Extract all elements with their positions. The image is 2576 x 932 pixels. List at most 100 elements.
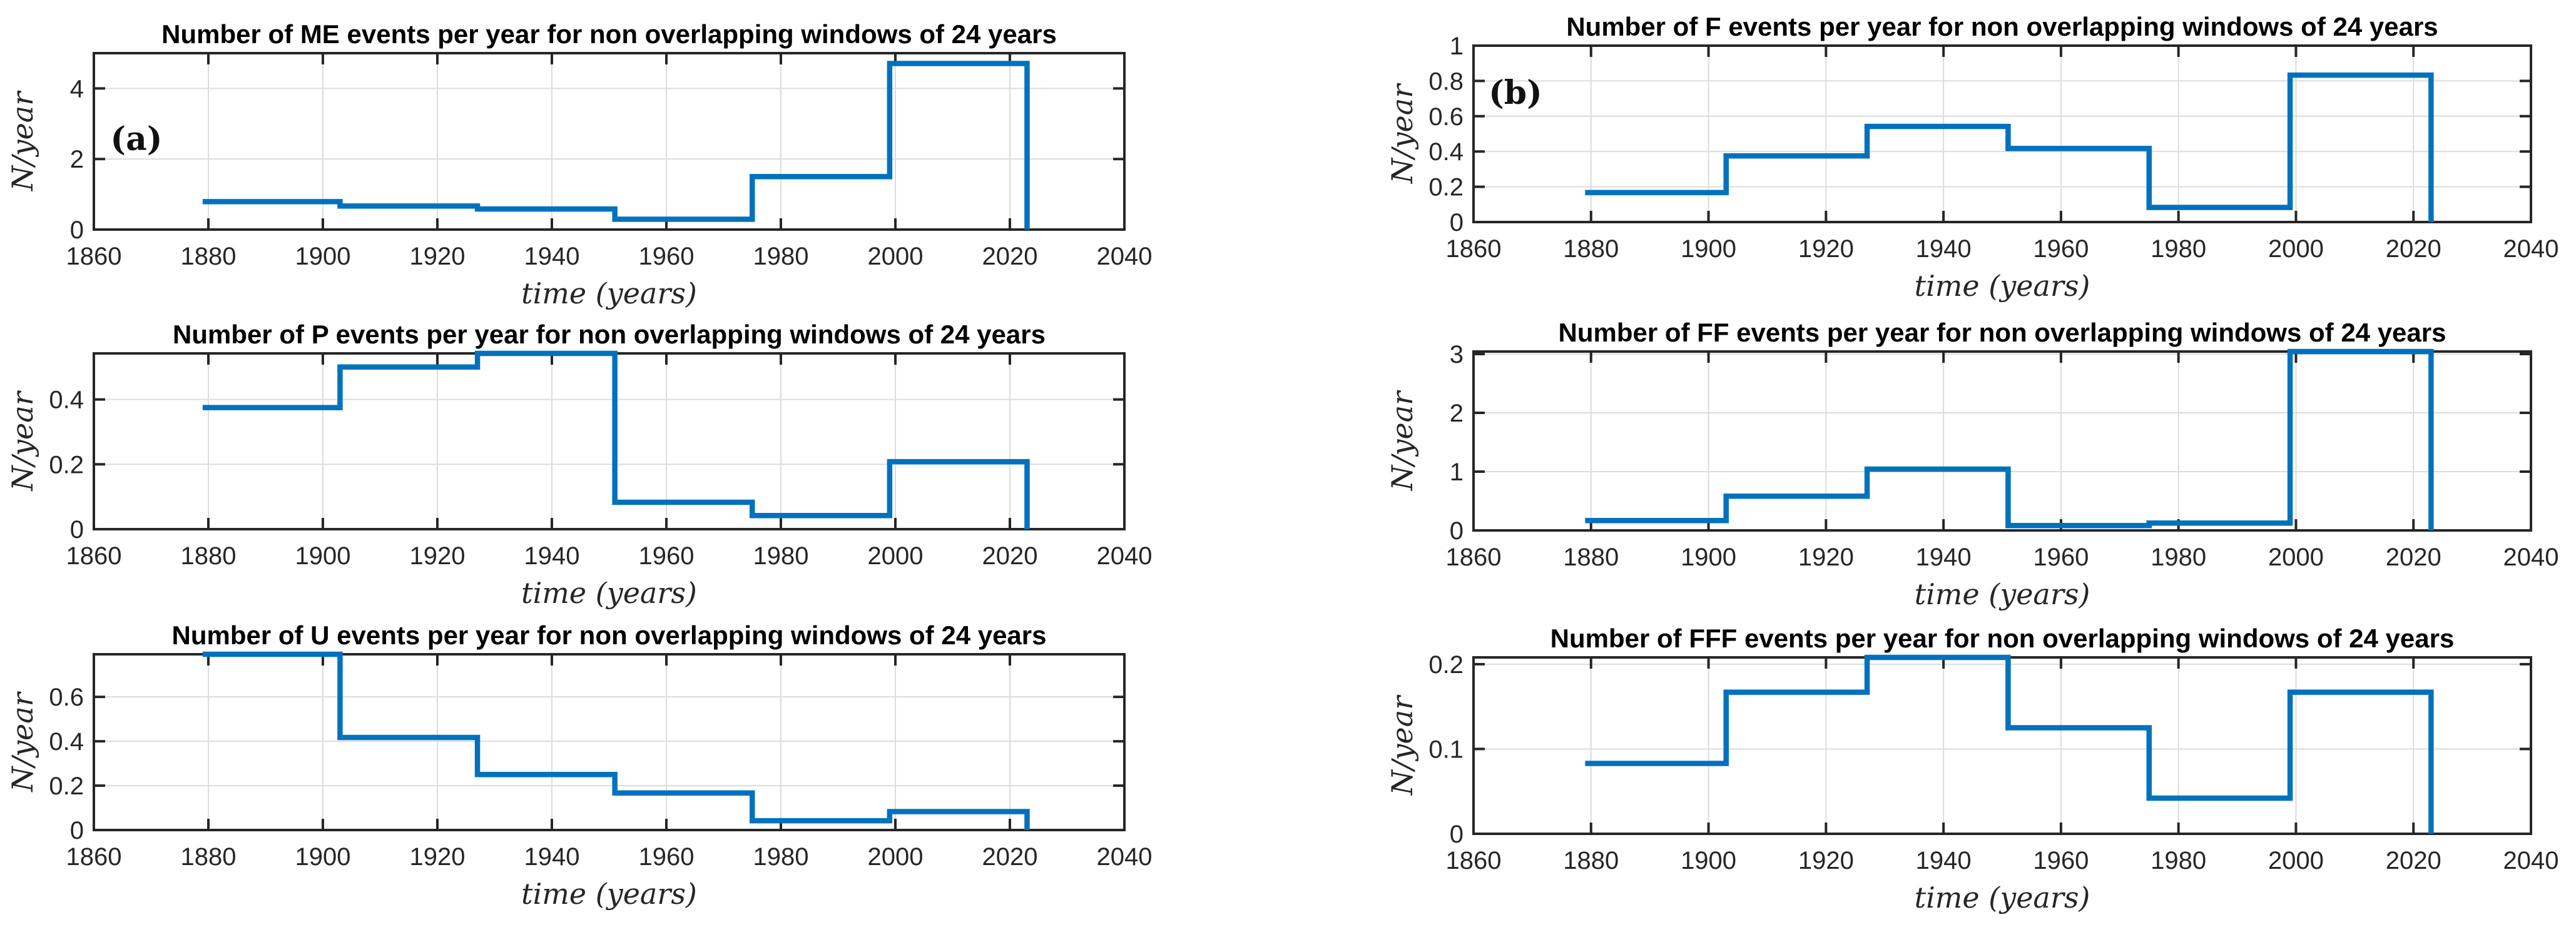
- plot-p-events: Number of P events per year for non over…: [6, 320, 1152, 610]
- y-tick-label: 0: [1450, 209, 1464, 236]
- x-tick-label: 1980: [2151, 544, 2206, 571]
- x-tick-label: 2020: [2386, 544, 2441, 571]
- x-tick-label: 1900: [1681, 235, 1736, 263]
- step-line: [202, 61, 1030, 230]
- x-tick-label: 1880: [1563, 544, 1619, 571]
- x-tick-label: 2020: [2386, 847, 2441, 874]
- x-tick-label: 2040: [2503, 544, 2559, 571]
- x-tick-label: 2040: [1097, 542, 1153, 570]
- y-tick-label: 0.2: [49, 451, 84, 479]
- y-tick-labels: 0 0.1 0.2: [1428, 651, 1464, 848]
- x-tick-label: 1940: [524, 843, 580, 871]
- x-tick-label: 1860: [66, 243, 122, 270]
- x-tick-label: 1960: [2033, 544, 2089, 571]
- x-tick-label: 1960: [2033, 235, 2089, 263]
- x-tick-labels: 1860 1880 1900 1920 1940 1960 1980 2000 2020 2040: [66, 843, 1153, 871]
- x-tick-label: 1920: [410, 843, 466, 871]
- x-tick-label: 1880: [1563, 235, 1619, 263]
- grid: [1474, 46, 2531, 222]
- plot-u-events: Number of U events per year for non over…: [6, 620, 1152, 911]
- plot-title: Number of ME events per year for non ove…: [161, 19, 1057, 49]
- x-tick-label: 1900: [1681, 847, 1736, 874]
- x-tick-label: 2040: [1097, 243, 1153, 270]
- x-tick-label: 2020: [982, 542, 1038, 570]
- x-tick-label: 2000: [868, 542, 924, 570]
- axes-box: [1472, 656, 2532, 835]
- y-axis-label: N/year: [6, 90, 39, 191]
- x-axis-label: time (years): [1915, 881, 2090, 914]
- y-tick-label: 4: [70, 75, 84, 103]
- y-tick-label: 0.2: [1428, 174, 1464, 201]
- x-tick-label: 1900: [1681, 544, 1736, 571]
- y-tick-label: 0.2: [49, 772, 84, 800]
- x-tick-label: 1880: [1563, 847, 1619, 874]
- y-axis-label: N/year: [6, 691, 39, 792]
- tick-marks: [1472, 352, 2532, 532]
- y-tick-label: 0.4: [49, 387, 84, 414]
- x-tick-label: 1920: [410, 243, 466, 270]
- y-tick-label: 0: [70, 817, 84, 844]
- x-tick-label: 1980: [753, 843, 809, 871]
- y-axis-label: N/year: [1385, 694, 1419, 796]
- x-tick-label: 1920: [1798, 235, 1854, 263]
- y-tick-label: 0.4: [1428, 138, 1464, 166]
- y-tick-label: 0: [70, 216, 84, 244]
- step-line: [202, 350, 1030, 529]
- axes-box: [1472, 44, 2532, 223]
- y-tick-label: 0: [1450, 821, 1464, 848]
- x-tick-label: 1860: [1446, 235, 1502, 263]
- plot-title: Number of P events per year for non over…: [173, 320, 1046, 349]
- y-axis-label: N/year: [6, 390, 39, 491]
- x-tick-label: 1860: [1446, 847, 1502, 874]
- axes-box: [93, 352, 1126, 530]
- x-tick-label: 2000: [868, 243, 924, 270]
- y-tick-label: 0.1: [1428, 736, 1464, 763]
- x-tick-label: 1880: [181, 542, 237, 570]
- step-line: [1585, 654, 2434, 834]
- y-tick-label: 3: [1450, 341, 1464, 368]
- x-tick-label: 1880: [181, 843, 237, 871]
- tick-marks: [93, 53, 1126, 231]
- grid: [94, 654, 1124, 830]
- x-tick-label: 1940: [1916, 235, 1972, 263]
- x-tick-label: 1980: [2151, 847, 2206, 874]
- x-tick-label: 1960: [639, 243, 695, 270]
- x-tick-label: 1980: [753, 243, 809, 270]
- x-tick-label: 1960: [2033, 847, 2089, 874]
- x-tick-labels: 1860 1880 1900 1920 1940 1960 1980 2000 2020 2040: [66, 542, 1153, 570]
- y-tick-label: 0: [1450, 517, 1464, 545]
- x-tick-label: 1920: [1798, 847, 1854, 874]
- y-tick-label: 0.4: [49, 728, 84, 756]
- plot-me-events: Number of ME events per year for non ove…: [6, 19, 1152, 310]
- grid: [1474, 657, 2531, 834]
- y-tick-label: 1: [1450, 458, 1464, 486]
- step-line: [202, 651, 1030, 830]
- plot-title: Number of F events per year for non over…: [1566, 12, 2438, 41]
- grid: [1474, 352, 2531, 530]
- x-tick-label: 2040: [2503, 235, 2559, 263]
- x-tick-label: 1900: [295, 243, 351, 270]
- panel-label-a: (a): [111, 120, 163, 158]
- grid: [94, 353, 1124, 529]
- x-axis-label: time (years): [521, 276, 697, 310]
- y-tick-labels: 0 0.2 0.4 0.6 0.8 1: [1428, 33, 1464, 236]
- step-line: [1585, 348, 2434, 530]
- x-tick-label: 1960: [639, 843, 695, 871]
- plot-ff-events: Number of FF events per year for non ove…: [1385, 318, 2558, 611]
- x-tick-label: 2000: [2268, 847, 2324, 874]
- x-tick-label: 1880: [181, 243, 237, 270]
- x-tick-label: 2000: [2268, 235, 2324, 263]
- y-axis-label: N/year: [1385, 390, 1419, 491]
- x-tick-label: 2020: [982, 243, 1038, 270]
- x-tick-labels: 1860 1880 1900 1920 1940 1960 1980 2000 2020 2040: [1446, 847, 2559, 874]
- x-tick-label: 1940: [524, 243, 580, 270]
- tick-marks: [1472, 657, 2532, 835]
- plot-title: Number of FFF events per year for non ov…: [1550, 624, 2455, 653]
- plot-f-events: Number of F events per year for non over…: [1385, 12, 2558, 303]
- x-tick-label: 1900: [295, 843, 351, 871]
- x-tick-label: 2020: [982, 843, 1038, 871]
- x-tick-label: 2000: [2268, 544, 2324, 571]
- x-tick-labels: 1860 1880 1900 1920 1940 1960 1980 2000 2020 2040: [1446, 235, 2559, 263]
